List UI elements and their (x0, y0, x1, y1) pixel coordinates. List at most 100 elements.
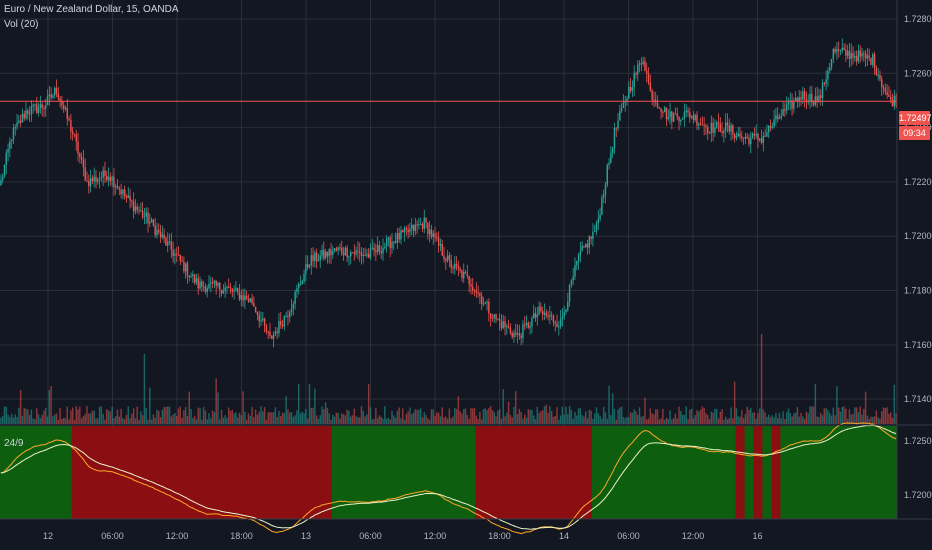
volume-bar (538, 413, 540, 424)
candle-body (263, 318, 266, 326)
volume-bar (690, 408, 693, 424)
candle-body (509, 327, 512, 334)
volume-bar (308, 384, 311, 424)
volume-bar (201, 419, 203, 424)
candle-body (253, 303, 255, 307)
candle-body (667, 116, 669, 120)
candle-body (696, 114, 698, 126)
candle-body (64, 107, 67, 109)
volume-bar (267, 412, 269, 424)
candle-body (226, 286, 228, 288)
volume-bar (732, 418, 734, 424)
volume-bar (843, 406, 845, 424)
volume-bar (430, 409, 433, 424)
volume-bar (629, 412, 632, 424)
candle-body (766, 132, 768, 137)
candle-body (576, 260, 578, 266)
candle-body (240, 295, 243, 300)
volume-bar (855, 407, 858, 424)
volume-bar (769, 417, 772, 424)
volume-bar (168, 406, 171, 424)
volume-bar (156, 409, 158, 424)
volume-bar (689, 409, 691, 424)
candle-body (588, 236, 591, 248)
volume-bar (389, 419, 391, 424)
candle-body (463, 272, 465, 279)
volume-bar (89, 413, 92, 424)
volume-bar (192, 418, 194, 424)
candle-body (36, 104, 38, 113)
candle-body (805, 98, 808, 102)
candle-body (823, 82, 826, 84)
candle-body (782, 109, 784, 116)
volume-legend[interactable]: Vol (20) (4, 19, 39, 30)
volume-bar (344, 415, 347, 424)
candle-body (619, 110, 621, 121)
volume-bar (507, 401, 510, 424)
volume-bar (845, 408, 847, 424)
volume-bar (80, 418, 83, 424)
volume-bar (498, 409, 501, 424)
candle-body (561, 316, 564, 319)
volume-bar (66, 406, 68, 424)
volume-bar (147, 419, 149, 424)
candle-body (468, 275, 470, 285)
candle-body (593, 231, 596, 233)
candle-body (776, 115, 779, 120)
signal-zone (771, 426, 781, 519)
volume-bar (640, 416, 643, 424)
volume-bar (167, 406, 169, 424)
candle-body (723, 130, 725, 133)
volume-bar (459, 411, 461, 424)
candle-body (48, 94, 51, 97)
candle-body (73, 133, 76, 135)
candle-body (80, 157, 83, 160)
volume-bar (7, 414, 9, 424)
volume-bar (814, 383, 817, 424)
volume-bar (161, 409, 164, 424)
candle-body (280, 321, 282, 326)
volume-bar (86, 406, 88, 424)
volume-bar (637, 414, 639, 424)
volume-bar (398, 407, 400, 424)
volume-bar (884, 407, 887, 424)
volume-bar (113, 418, 115, 424)
volume-bar (240, 415, 243, 424)
candle-body (882, 87, 885, 89)
volume-bar (585, 411, 587, 424)
volume-bar (341, 413, 343, 424)
volume-bar (800, 412, 802, 424)
symbol-legend[interactable]: Euro / New Zealand Dollar, 15, OANDA (4, 4, 179, 15)
price-tick-label: 1.71600 (904, 340, 932, 350)
volume-bar (461, 413, 463, 424)
candle-body (746, 136, 748, 139)
volume-bar (91, 410, 94, 424)
volume-bar (602, 406, 605, 424)
slow-ma-line (0, 424, 897, 530)
volume-bar (654, 409, 657, 424)
volume-bar (861, 414, 863, 424)
indicator-legend[interactable]: 24/9 (4, 438, 24, 449)
volume-bar (280, 416, 282, 424)
signal-zone (592, 426, 736, 519)
volume-bar (0, 417, 2, 424)
volume-bar (516, 414, 519, 424)
candle-body (109, 176, 112, 181)
volume-bar (714, 408, 716, 424)
candle-body (360, 252, 363, 256)
candle-body (601, 197, 603, 215)
volume-bar (226, 417, 228, 424)
volume-bar (258, 411, 260, 424)
volume-bar (229, 411, 232, 424)
candle-body (669, 111, 671, 117)
volume-bar (376, 418, 379, 424)
candle-body (642, 61, 644, 64)
candle-body (190, 276, 192, 278)
candle-body (653, 99, 655, 101)
volume-bar (633, 409, 635, 424)
candle-body (552, 315, 555, 323)
candle-body (323, 250, 325, 259)
candle-body (475, 290, 478, 293)
